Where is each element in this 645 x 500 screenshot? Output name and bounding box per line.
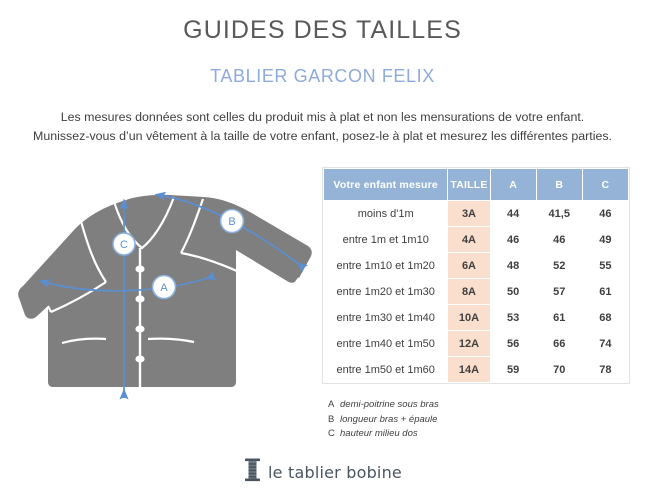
- table-header-row: Votre enfant mesure TAILLE A B C: [322, 168, 630, 201]
- right-cuff-line: [285, 277, 300, 297]
- column-header-b: B: [535, 168, 583, 201]
- legend-text-b: longueur bras + épaule: [340, 413, 438, 425]
- cell-a: 48: [489, 252, 537, 279]
- cell-taille: 12A: [447, 330, 491, 357]
- cell-b: 70: [535, 356, 583, 383]
- size-table: Votre enfant mesure TAILLE A B C moins d…: [322, 168, 630, 383]
- cell-taille: 4A: [447, 226, 491, 253]
- cell-measure: entre 1m30 et 1m40: [322, 304, 449, 331]
- marker-c-label: C: [120, 239, 128, 251]
- marker-b-label: B: [228, 216, 235, 228]
- cell-a: 44: [489, 200, 537, 227]
- marker-c-badge: C: [112, 232, 136, 256]
- product-subtitle: TABLIER GARCON FELIX: [210, 66, 435, 86]
- cell-taille: 14A: [447, 356, 491, 383]
- bobbin-spool-icon: [243, 457, 263, 488]
- intro-line-2: Munissez-vous d’un vêtement à la taille …: [33, 129, 612, 143]
- cell-taille: 3A: [447, 200, 491, 227]
- button: [135, 355, 145, 363]
- column-header-measure: Votre enfant mesure: [322, 168, 449, 201]
- brand-footer: le tablier bobine: [0, 457, 645, 488]
- cell-measure: entre 1m50 et 1m60: [322, 356, 449, 383]
- cell-measure: entre 1m10 et 1m20: [322, 252, 449, 279]
- table-row: moins d'1m 3A 44 41,5 46: [322, 200, 630, 227]
- cell-a: 50: [489, 278, 537, 305]
- cell-a: 46: [489, 226, 537, 253]
- brand-name: le tablier bobine: [268, 463, 402, 482]
- button: [135, 325, 145, 333]
- left-cuff-line: [47, 305, 52, 313]
- page-title: GUIDES DES TAILLES: [183, 16, 462, 44]
- marker-b-badge: B: [219, 208, 245, 234]
- intro-line-1: Les mesures données sont celles du produ…: [60, 110, 585, 124]
- legend-text-a: demi-poitrine sous bras: [340, 399, 439, 410]
- cell-b: 57: [535, 278, 583, 305]
- legend-key-a: A: [328, 399, 335, 410]
- arrow-a: [38, 271, 217, 292]
- cell-a: 53: [489, 304, 537, 331]
- marker-a-badge: A: [151, 274, 177, 300]
- cell-c: 78: [581, 356, 630, 383]
- cell-a: 56: [489, 330, 537, 357]
- column-header-a: A: [489, 168, 537, 201]
- button: [135, 295, 145, 303]
- column-header-taille: TAILLE: [447, 168, 491, 201]
- cell-b: 46: [535, 226, 583, 253]
- table-row: entre 1m20 et 1m30 8A 50 57 61: [322, 278, 630, 305]
- cell-b: 61: [535, 304, 583, 331]
- legend-text-c: hauteur milieu dos: [340, 428, 418, 439]
- legend-key-c: C: [328, 428, 335, 439]
- cell-taille: 6A: [447, 252, 491, 279]
- pocket-left: [61, 337, 107, 345]
- button: [135, 265, 145, 273]
- cell-taille: 10A: [447, 304, 491, 331]
- table-row: entre 1m30 et 1m40 10A 53 61 68: [322, 304, 630, 331]
- cell-c: 55: [581, 252, 630, 279]
- cell-taille: 8A: [447, 278, 491, 305]
- marker-a-label: A: [160, 282, 168, 294]
- cell-b: 41,5: [535, 200, 583, 227]
- cell-measure: entre 1m40 et 1m50: [322, 330, 449, 357]
- cell-measure: entre 1m20 et 1m30: [322, 278, 449, 305]
- column-header-c: C: [581, 168, 630, 201]
- cell-c: 46: [581, 200, 630, 227]
- cell-b: 66: [535, 330, 583, 357]
- cell-b: 52: [535, 252, 583, 279]
- cell-c: 61: [581, 278, 630, 305]
- intro-paragraph: Les mesures données sont celles du produ…: [0, 108, 645, 146]
- cell-measure: entre 1m et 1m10: [322, 226, 449, 253]
- legend-item-b: B longueur bras + épaule: [328, 413, 439, 428]
- table-row: entre 1m10 et 1m20 6A 48 52 55: [322, 252, 630, 279]
- legend-item-a: A demi-poitrine sous bras: [328, 398, 439, 413]
- cell-c: 49: [581, 226, 630, 253]
- legend-key-b: B: [328, 413, 335, 425]
- cell-a: 59: [489, 356, 537, 383]
- table-row: entre 1m et 1m10 4A 46 46 49: [322, 226, 630, 253]
- pocket-right: [147, 337, 195, 344]
- legend-item-c: C hauteur milieu dos: [328, 427, 439, 442]
- table-row: entre 1m40 et 1m50 12A 56 66 74: [322, 330, 630, 357]
- cell-c: 74: [581, 330, 630, 357]
- cell-c: 68: [581, 304, 630, 331]
- garment-illustration: C A B: [18, 186, 318, 401]
- cell-measure: moins d'1m: [322, 200, 449, 227]
- measurement-legend: A demi-poitrine sous bras B longueur bra…: [328, 398, 439, 442]
- table-row: entre 1m50 et 1m60 14A 59 70 78: [322, 356, 630, 383]
